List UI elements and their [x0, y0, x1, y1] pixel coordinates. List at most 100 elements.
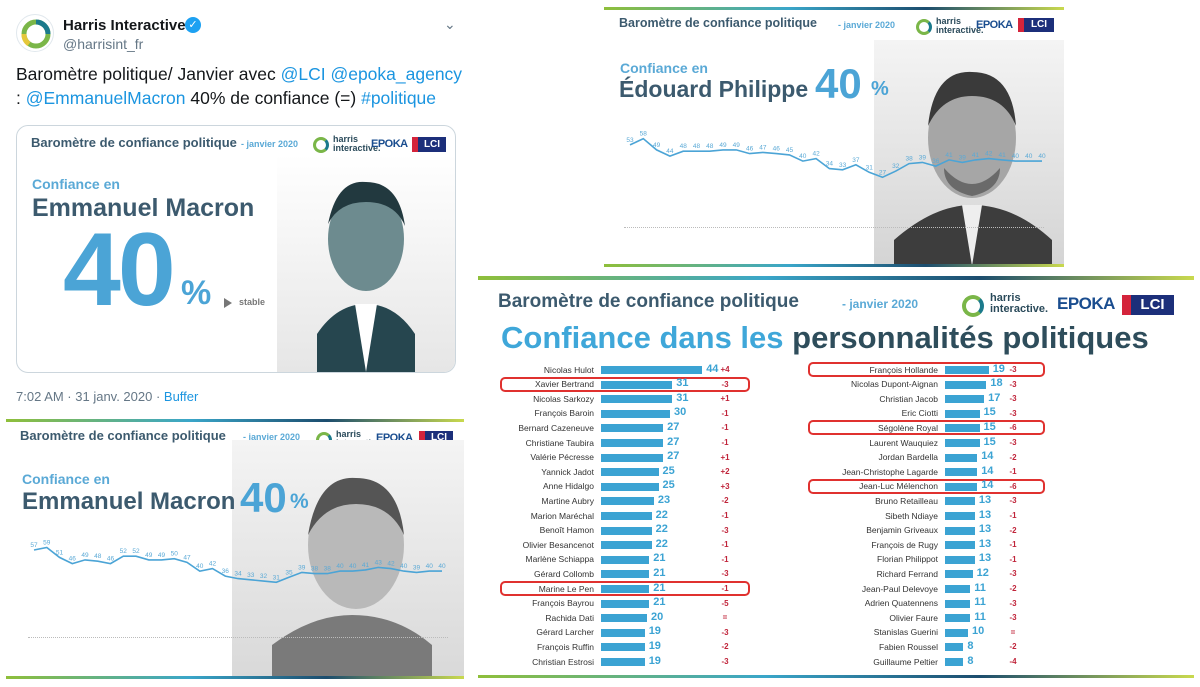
bar-label: François de Rugy: [871, 539, 938, 550]
bar-label: Olivier Faure: [889, 612, 938, 623]
bar: [601, 614, 647, 623]
bar: [945, 395, 985, 404]
bar-label: Fabien Roussel: [878, 641, 938, 652]
harris-logo-text: harris interactive.: [333, 134, 381, 153]
bar-value: 19: [992, 362, 1005, 375]
bar-delta: -3: [1009, 408, 1017, 418]
bar: [601, 555, 650, 564]
bar-value: 44: [706, 362, 719, 375]
bar-label: Rachida Dati: [545, 612, 594, 623]
data-label: 53: [626, 137, 634, 144]
data-label: 59: [43, 540, 51, 547]
data-label: 40: [336, 563, 344, 570]
tweet-text-segment: Baromètre politique/ Janvier avec: [16, 64, 281, 84]
data-label: 32: [892, 163, 900, 170]
bar-value: 13: [978, 537, 992, 550]
bar-delta: -1: [1009, 540, 1017, 550]
data-label: 47: [759, 144, 767, 151]
avatar[interactable]: [16, 14, 54, 52]
bar-delta: +1: [720, 394, 730, 404]
bar-value: 8: [967, 639, 974, 652]
barometer-title: Baromètre de confiance politique: [619, 16, 817, 30]
bar-value: 14: [981, 464, 994, 477]
bar-value: 13: [978, 493, 992, 506]
bar-delta: -1: [721, 408, 729, 418]
bar-label: Stanislas Guerini: [873, 627, 938, 638]
bar-label: Gérard Larcher: [536, 627, 594, 638]
time-axis: [624, 227, 1044, 231]
tweet-link[interactable]: @epoka_agency: [330, 64, 463, 84]
data-label: 31: [273, 574, 281, 581]
data-label: 42: [812, 151, 820, 158]
barometer-title: Baromètre de confiance politique: [31, 135, 237, 150]
author-name[interactable]: Harris Interactive: [63, 17, 186, 34]
bar-label: Jean-Luc Mélenchon: [859, 481, 938, 492]
bar: [601, 526, 652, 535]
bar-value: 21: [653, 552, 666, 565]
person-name: Emmanuel Macron: [32, 194, 255, 222]
data-label: 46: [107, 556, 115, 563]
person-silhouette-icon: [317, 181, 415, 372]
data-label: 46: [69, 556, 77, 563]
color-strip: [604, 7, 1064, 10]
bar-value: 11: [974, 596, 986, 609]
bar-label: Benoît Hamon: [539, 525, 594, 536]
bar-delta: -5: [721, 598, 729, 608]
bar-delta: -1: [721, 438, 729, 447]
tweet-link[interactable]: @EmmanuelMacron: [25, 88, 186, 108]
barometer-date: - janvier 2020: [241, 139, 299, 149]
bar-label: Olivier Besancenot: [522, 539, 594, 550]
bar-label: Jean-Christophe Lagarde: [842, 466, 938, 477]
bar-value: 19: [648, 654, 661, 667]
data-label: 39: [919, 154, 927, 161]
tweet-media-card[interactable]: Baromètre de confiance politique - janvi…: [16, 125, 456, 373]
bar-value: 31: [676, 391, 689, 404]
bar-delta: -3: [1009, 394, 1017, 404]
data-label: 40: [1012, 153, 1020, 160]
author-handle[interactable]: @harrisint_fr: [63, 36, 144, 52]
bar-value: 15: [983, 435, 996, 448]
percent-sign: %: [181, 274, 212, 312]
tweet-link[interactable]: @LCI: [280, 64, 326, 84]
bar-value: 13: [978, 523, 992, 536]
highlight-box: [808, 478, 1045, 494]
chevron-down-icon[interactable]: ⌄: [444, 16, 456, 32]
bar-label: Christiane Taubira: [525, 437, 594, 448]
tweet-source-link[interactable]: Buffer: [163, 389, 199, 404]
data-label: 33: [839, 162, 847, 169]
bar: [601, 482, 659, 491]
bar-label: Marlène Schiappa: [525, 554, 594, 565]
bar-value: 27: [667, 450, 680, 463]
bar-value: 31: [676, 377, 689, 390]
bar-delta: -3: [1009, 598, 1017, 608]
harris-logo-text: harris interactive.: [990, 292, 1049, 315]
highlight-box: [808, 420, 1045, 436]
highlight-box: [808, 362, 1045, 377]
bar-value: 13: [978, 508, 992, 521]
bar-delta: -2: [1009, 452, 1017, 462]
data-label: 41: [998, 152, 1006, 159]
bar-label: François Hollande: [869, 364, 938, 375]
highlight-box: [500, 581, 750, 596]
bar: [601, 585, 650, 593]
bar-delta: -1: [721, 554, 729, 564]
bar-label: Bernard Cazeneuve: [518, 422, 594, 433]
tweet-link[interactable]: #politique: [361, 88, 437, 108]
bar-label: François Ruffin: [536, 641, 594, 652]
data-label: 27: [879, 169, 887, 176]
bar-value: 21: [653, 581, 666, 594]
bar-value: 27: [667, 420, 680, 433]
bar-delta: -3: [721, 569, 729, 579]
confidence-percentage: 40: [240, 474, 287, 521]
bar: [601, 395, 673, 404]
bar-delta: -1: [1009, 554, 1017, 564]
data-label: 52: [132, 548, 140, 555]
barometer-date: - janvier 2020: [243, 432, 301, 442]
bar-delta: -6: [1009, 423, 1017, 433]
bar-value: 15: [983, 420, 996, 433]
data-label: 31: [866, 164, 874, 171]
tweet-timestamp[interactable]: 7:02 AM · 31 janv. 2020 ·: [16, 389, 164, 404]
data-label: 37: [852, 157, 860, 164]
data-label: 46: [746, 146, 754, 153]
data-label: 39: [298, 564, 306, 571]
